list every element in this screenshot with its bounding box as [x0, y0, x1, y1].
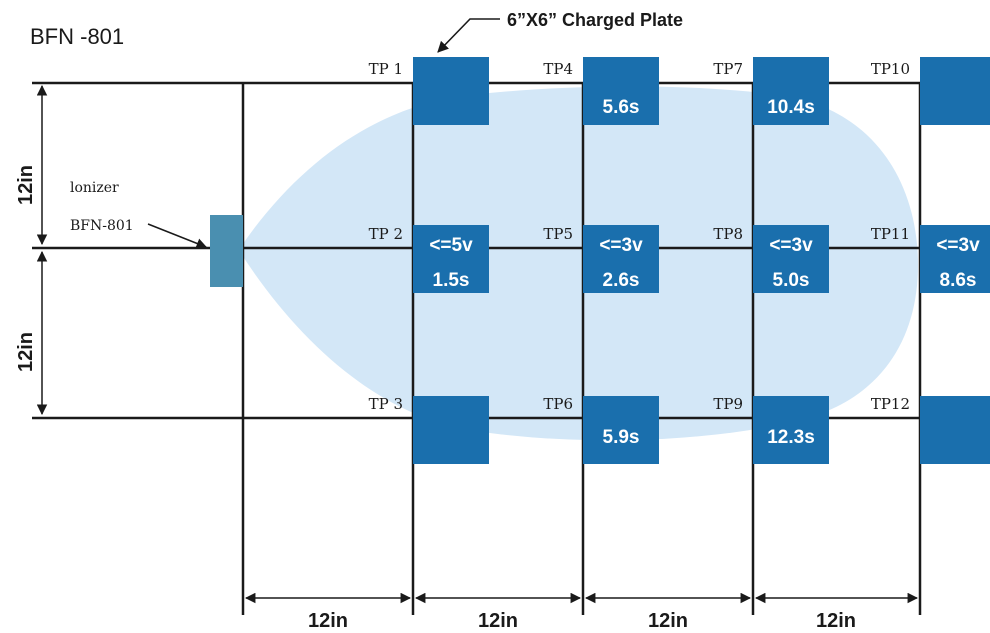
test-point-label: TP 3: [369, 395, 403, 413]
ionizer-label-line1: lonizer: [70, 180, 119, 196]
test-point-2: TP 2 <=5v 1.5s: [369, 225, 489, 293]
dim-h-label-1: 12in: [478, 610, 518, 632]
charged-plate: [413, 57, 489, 125]
test-point-label: TP4: [543, 60, 573, 78]
charged-plate: [413, 225, 489, 293]
test-point-label: TP5: [543, 225, 573, 243]
plate-decay-time: 5.9s: [603, 427, 640, 448]
model-title: BFN -801: [30, 24, 124, 49]
plate-voltage: <=5v: [429, 235, 473, 256]
plate-voltage: <=3v: [936, 235, 980, 256]
plate-decay-time: 12.3s: [767, 427, 815, 448]
ionizer-leader-line: [147, 223, 207, 249]
ionizer-device: [210, 215, 243, 287]
charged-plate: [413, 396, 489, 464]
test-point-label: TP6: [543, 395, 573, 413]
charged-plate: [583, 396, 659, 464]
plate-decay-time: 2.6s: [603, 270, 640, 291]
callout-leader-line: [437, 18, 500, 53]
test-point-9: TP9 12.3s: [713, 395, 829, 464]
test-point-label: TP9: [713, 395, 743, 413]
test-point-12: TP12: [871, 395, 990, 464]
plate-voltage: <=3v: [599, 235, 643, 256]
test-point-11: TP11 <=3v 8.6s: [871, 225, 990, 293]
test-point-3: TP 3: [369, 395, 489, 464]
test-point-5: TP5 <=3v 2.6s: [543, 225, 659, 293]
airflow-coverage-area: [240, 86, 918, 441]
ionizer-label-line2: BFN-801: [70, 218, 134, 234]
test-point-7: TP7 10.4s: [713, 57, 829, 125]
test-point-4: TP4 5.6s: [543, 57, 659, 125]
test-point-10: TP10: [871, 57, 990, 125]
dim-h-label-0: 12in: [308, 610, 348, 632]
dim-h-label-2: 12in: [648, 610, 688, 632]
charged-plate: [753, 225, 829, 293]
test-point-8: TP8 <=3v 5.0s: [713, 225, 829, 293]
test-point-1: TP 1: [369, 57, 489, 125]
test-point-label: TP8: [713, 225, 743, 243]
charged-plate: [920, 57, 990, 125]
plate-decay-time: 1.5s: [433, 270, 470, 291]
plate-decay-time: 10.4s: [767, 97, 815, 118]
test-point-label: TP12: [871, 395, 910, 413]
charged-plate: [583, 57, 659, 125]
plate-decay-time: 5.6s: [603, 97, 640, 118]
charged-plate: [753, 57, 829, 125]
test-point-label: TP11: [871, 225, 910, 243]
dim-v-label-bottom: 12in: [15, 332, 37, 372]
dim-h-label-3: 12in: [816, 610, 856, 632]
test-point-label: TP7: [713, 60, 743, 78]
test-point-label: TP 1: [369, 60, 403, 78]
charged-plate: [920, 225, 990, 293]
test-point-6: TP6 5.9s: [543, 395, 659, 464]
charged-plate: [753, 396, 829, 464]
test-point-label: TP10: [871, 60, 910, 78]
test-point-label: TP 2: [369, 225, 403, 243]
charged-plate: [583, 225, 659, 293]
plate-voltage: <=3v: [769, 235, 813, 256]
dim-v-label-top: 12in: [15, 165, 37, 205]
charged-plate: [920, 396, 990, 464]
plate-decay-time: 8.6s: [940, 270, 977, 291]
plate-decay-time: 5.0s: [773, 270, 810, 291]
charged-plate-callout: 6”X6” Charged Plate: [507, 10, 683, 30]
